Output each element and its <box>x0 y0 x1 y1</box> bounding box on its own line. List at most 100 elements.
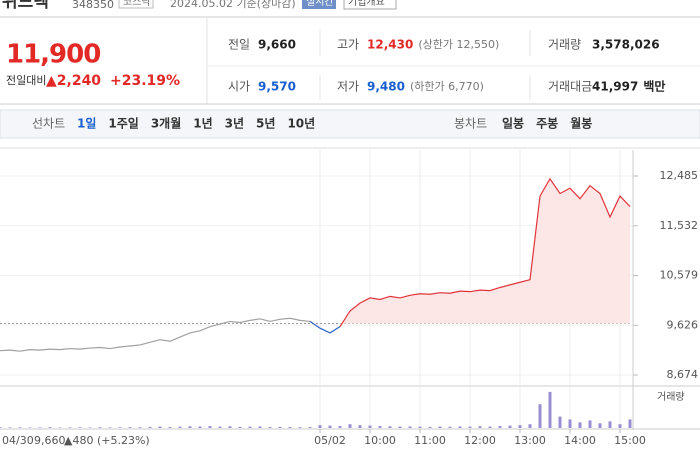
stat-value: 9,570 <box>258 80 296 94</box>
volume-bar <box>308 427 312 428</box>
realtime[interactable]: 실시간 <box>306 0 334 8</box>
volume-bar <box>428 426 432 428</box>
period-tab[interactable]: 1주일 <box>108 117 138 131</box>
stat-value: 9,660 <box>258 38 296 52</box>
volume-bar <box>518 425 522 428</box>
volume-bar <box>568 419 572 428</box>
price: 11,900 <box>6 40 100 70</box>
volume-bar <box>448 426 452 428</box>
stat-note: (상한가 12,550) <box>418 38 499 51</box>
volume-bar <box>68 427 72 428</box>
volume-bar <box>98 427 102 428</box>
volume-bar <box>258 426 262 428</box>
stat-value: 9,480 <box>367 80 405 94</box>
volume-bar <box>348 424 352 428</box>
stat-value: 41,997 <box>592 80 638 94</box>
volume-bar <box>198 426 202 428</box>
x-tick-label: 12:00 <box>464 434 496 447</box>
realtime-button[interactable] <box>302 0 336 9</box>
volume-bar <box>118 427 122 428</box>
volume-bar <box>238 426 242 428</box>
y-tick-label: 10,579 <box>660 269 699 282</box>
x-tick-label: 13:00 <box>514 434 546 447</box>
candle-tab[interactable]: 월봉 <box>570 116 592 131</box>
volume-bar <box>218 426 222 428</box>
volume-bar <box>0 427 2 428</box>
y-tick-label: 8,674 <box>667 368 699 381</box>
period-tab[interactable]: 1년 <box>193 117 212 131</box>
x-tick-label: 10:00 <box>364 434 396 447</box>
line-chart-label: 선차트 <box>32 117 65 131</box>
volume-bar <box>578 422 582 428</box>
candle-tab[interactable]: 주봉 <box>536 117 558 131</box>
tab-bar <box>0 109 700 139</box>
volume-bar <box>418 426 422 428</box>
stat-label: 고가 <box>337 38 359 52</box>
volume-bar <box>528 424 532 428</box>
stat-label: 거래대금 <box>548 80 592 94</box>
volume-bar <box>108 427 112 428</box>
overview[interactable]: 기업개요 <box>348 0 385 8</box>
volume-bar <box>178 426 182 428</box>
volume-bar <box>508 425 512 428</box>
stat-value: 12,430 <box>367 38 413 52</box>
volume-bar <box>458 426 462 428</box>
area <box>340 178 630 327</box>
x-tick-label: 11:00 <box>414 434 446 447</box>
volume-bar <box>248 426 252 428</box>
volume-bar <box>48 427 52 428</box>
volume-label: 거래량 <box>657 391 685 403</box>
volume-bar <box>228 426 232 428</box>
overview-button[interactable] <box>343 0 397 10</box>
volume-bar <box>588 420 592 428</box>
volume-bar <box>158 426 162 428</box>
market: 코스닥 <box>123 0 151 8</box>
x-tick-label: 05/02 <box>314 434 346 447</box>
candle-chart-label: 봉차트 <box>454 117 487 131</box>
volume-bar <box>488 426 492 428</box>
volume-bar <box>208 426 212 428</box>
volume-bar <box>268 427 272 428</box>
price-line <box>309 320 341 334</box>
stock-code: 348350 <box>72 0 114 11</box>
period-tab[interactable]: 5년 <box>256 117 275 131</box>
y-tick-label: 9,626 <box>667 318 699 331</box>
volume-bar <box>598 423 602 428</box>
volume-bar <box>618 424 622 428</box>
volume-bar <box>188 426 192 428</box>
y-tick-label: 11,532 <box>660 219 699 232</box>
hover-date: 04/30 <box>2 434 34 447</box>
stat-label: 시가 <box>228 80 250 94</box>
period-tab[interactable]: 3년 <box>225 117 244 131</box>
volume-bar <box>138 427 142 428</box>
change-label: 전일대비 <box>6 73 46 87</box>
volume-bar <box>498 426 502 428</box>
hover-price: 9,660 <box>34 434 66 447</box>
volume-bar <box>358 425 362 428</box>
x-tick-label: 15:00 <box>614 434 646 447</box>
hover-change: ▲480 (+5.23%) <box>64 434 150 447</box>
volume-bar <box>18 427 22 428</box>
volume-bar <box>378 426 382 428</box>
volume-bar <box>538 404 542 428</box>
volume-bar <box>148 426 152 428</box>
change: ▲2,240 <box>46 73 101 89</box>
volume-bar <box>408 426 412 428</box>
volume-bar <box>8 427 12 428</box>
volume-bar <box>558 416 562 428</box>
volume-bar <box>318 425 322 428</box>
volume-bar <box>548 391 552 428</box>
stat-label: 전일 <box>228 38 250 52</box>
stat-note: 백만 <box>643 79 665 94</box>
period-tab[interactable]: 1일 <box>77 117 96 131</box>
volume-bar <box>128 427 132 428</box>
candle-tab[interactable]: 일봉 <box>502 117 524 131</box>
period-tab[interactable]: 3개월 <box>151 116 181 131</box>
volume-bar <box>438 426 442 428</box>
volume-bar <box>168 427 172 428</box>
rate: +23.19% <box>110 73 180 89</box>
stat-note: (하한가 6,770) <box>410 79 484 93</box>
stat-label: 저가 <box>337 80 359 94</box>
period-tab[interactable]: 10년 <box>287 117 315 131</box>
